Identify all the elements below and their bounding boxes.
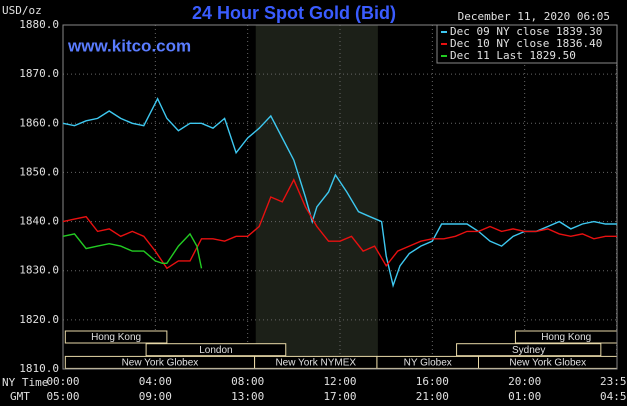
- y-tick-label: 1880.0: [19, 18, 59, 31]
- chart-title: 24 Hour Spot Gold (Bid): [192, 3, 396, 23]
- legend-box: [436, 24, 618, 64]
- x-tick-label: 12:00: [323, 375, 356, 388]
- x2-tick-label: 09:00: [139, 390, 172, 403]
- x-tick-label: 00:00: [46, 375, 79, 388]
- series-line: [62, 97, 617, 289]
- session-box: [64, 330, 168, 344]
- session-label: Hong Kong: [541, 332, 591, 343]
- y-tick-label: 1860.0: [19, 116, 59, 129]
- series-line: [62, 178, 617, 270]
- session-label: Sydney: [512, 345, 545, 356]
- legend-label: Dec 09 NY close 1839.30: [450, 25, 602, 38]
- shaded-region: [255, 25, 378, 369]
- session-box: [456, 343, 602, 357]
- series-line: [62, 232, 203, 269]
- legend-label: Dec 10 NY close 1836.40: [450, 37, 602, 50]
- y-tick-label: 1850.0: [19, 165, 59, 178]
- x2-tick-label: 21:00: [416, 390, 449, 403]
- x-tick-label: 16:00: [416, 375, 449, 388]
- session-label: New York Globex: [509, 358, 586, 369]
- x2-axis-label: GMT: [10, 390, 30, 403]
- y-tick-label: 1840.0: [19, 215, 59, 228]
- x2-tick-label: 01:00: [508, 390, 541, 403]
- x-tick-label: 04:00: [139, 375, 172, 388]
- timestamp: December 11, 2020 06:05: [458, 10, 610, 23]
- x-tick-label: 20:00: [508, 375, 541, 388]
- plot-frame: [62, 24, 618, 370]
- y-tick-label: 1830.0: [19, 264, 59, 277]
- y-tick-label: 1870.0: [19, 67, 59, 80]
- x2-tick-label: 04:59: [600, 390, 627, 403]
- legend-label: Dec 11 Last 1829.50: [450, 49, 576, 62]
- x-tick-label: 23:59: [600, 375, 627, 388]
- x-tick-label: 08:00: [231, 375, 264, 388]
- x2-tick-label: 13:00: [231, 390, 264, 403]
- session-label: New York Globex: [122, 358, 199, 369]
- session-label: NY Globex: [404, 358, 452, 369]
- x2-tick-label: 17:00: [323, 390, 356, 403]
- session-box: [145, 343, 287, 357]
- watermark: www.kitco.com: [67, 36, 191, 55]
- session-label: New York NYMEX: [275, 358, 356, 369]
- y-tick-label: 1810.0: [19, 362, 59, 375]
- session-label: London: [199, 345, 232, 356]
- session-label: Hong Kong: [91, 332, 141, 343]
- x-axis-label: NY Time: [2, 376, 48, 389]
- x2-tick-label: 05:00: [46, 390, 79, 403]
- y-axis-label: USD/oz: [2, 4, 42, 17]
- y-tick-label: 1820.0: [19, 313, 59, 326]
